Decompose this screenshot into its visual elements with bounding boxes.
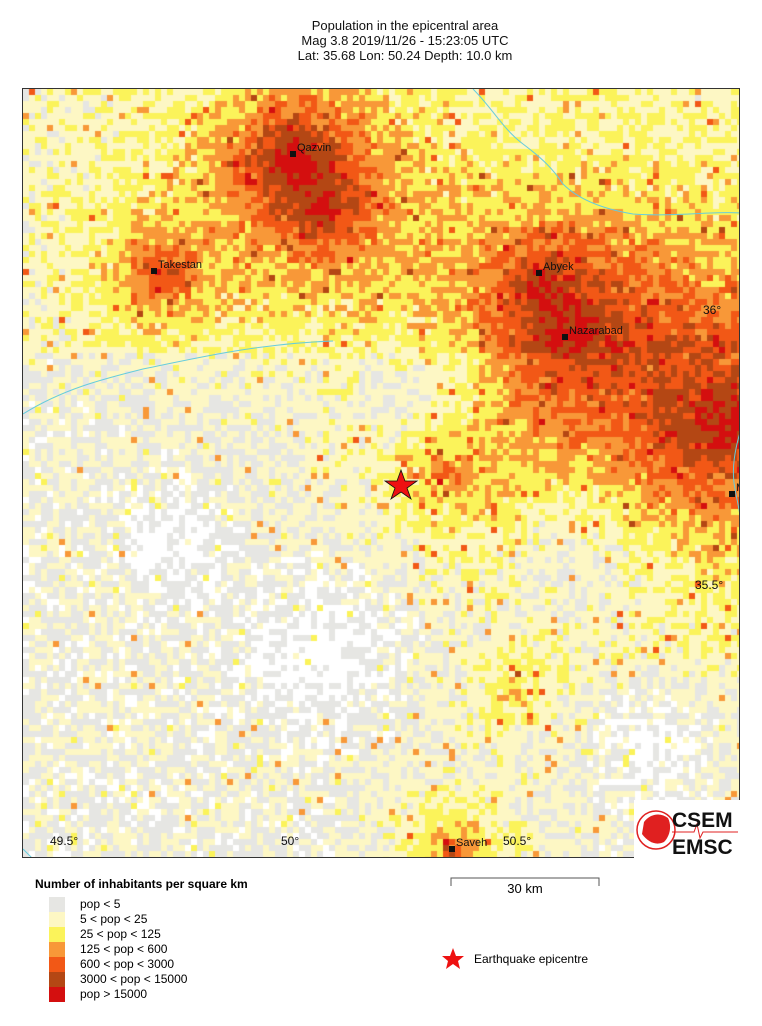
csem-emsc-logo: CSEM EMSC (634, 800, 740, 859)
legend-label: 125 < pop < 600 (80, 942, 168, 956)
city-marker (449, 846, 455, 852)
population-map[interactable]: Qazvin Takestan Abyek Nazarabad M Saveh … (22, 88, 740, 858)
legend-label: 5 < pop < 25 (80, 912, 148, 926)
lon-tick-50-5: 50.5° (503, 834, 532, 848)
city-marker (562, 334, 568, 340)
lat-tick-35-5: 35.5° (695, 578, 724, 592)
scale-label: 30 km (507, 881, 543, 896)
city-marker (729, 491, 735, 497)
legend-swatch (49, 897, 65, 912)
legend-label: pop < 5 (80, 897, 121, 911)
legend-epicentre-label: Earthquake epicentre (474, 952, 589, 966)
lon-tick-49-5: 49.5° (50, 834, 79, 848)
legend-label: pop > 15000 (80, 987, 148, 1001)
svg-text:CSEM: CSEM (672, 809, 733, 832)
legend-swatch (49, 942, 65, 957)
event-location: Lat: 35.68 Lon: 50.24 Depth: 10.0 km (297, 48, 513, 63)
city-marker (151, 268, 157, 274)
population-raster (23, 89, 739, 857)
city-marker (290, 151, 296, 157)
map-title: Population in the epicentral area (311, 18, 499, 33)
lon-tick-50: 50° (281, 834, 300, 848)
city-marker (536, 270, 542, 276)
event-info: Mag 3.8 2019/11/26 - 15:23:05 UTC (301, 33, 509, 48)
lat-tick-36: 36° (703, 303, 722, 317)
legend-title: Number of inhabitants per square km (35, 877, 248, 891)
legend-swatch (49, 972, 65, 987)
legend-swatch (49, 927, 65, 942)
legend-label: 3000 < pop < 15000 (80, 972, 188, 986)
scale-bar (450, 877, 600, 886)
legend-swatch (49, 912, 65, 927)
legend-swatch (49, 957, 65, 972)
rivers (23, 89, 739, 857)
svg-text:EMSC: EMSC (672, 836, 733, 858)
legend-epicentre-star-icon (442, 948, 464, 969)
legend-swatch (49, 987, 65, 1002)
legend-label: 25 < pop < 125 (80, 927, 161, 941)
legend-label: 600 < pop < 3000 (80, 957, 175, 971)
